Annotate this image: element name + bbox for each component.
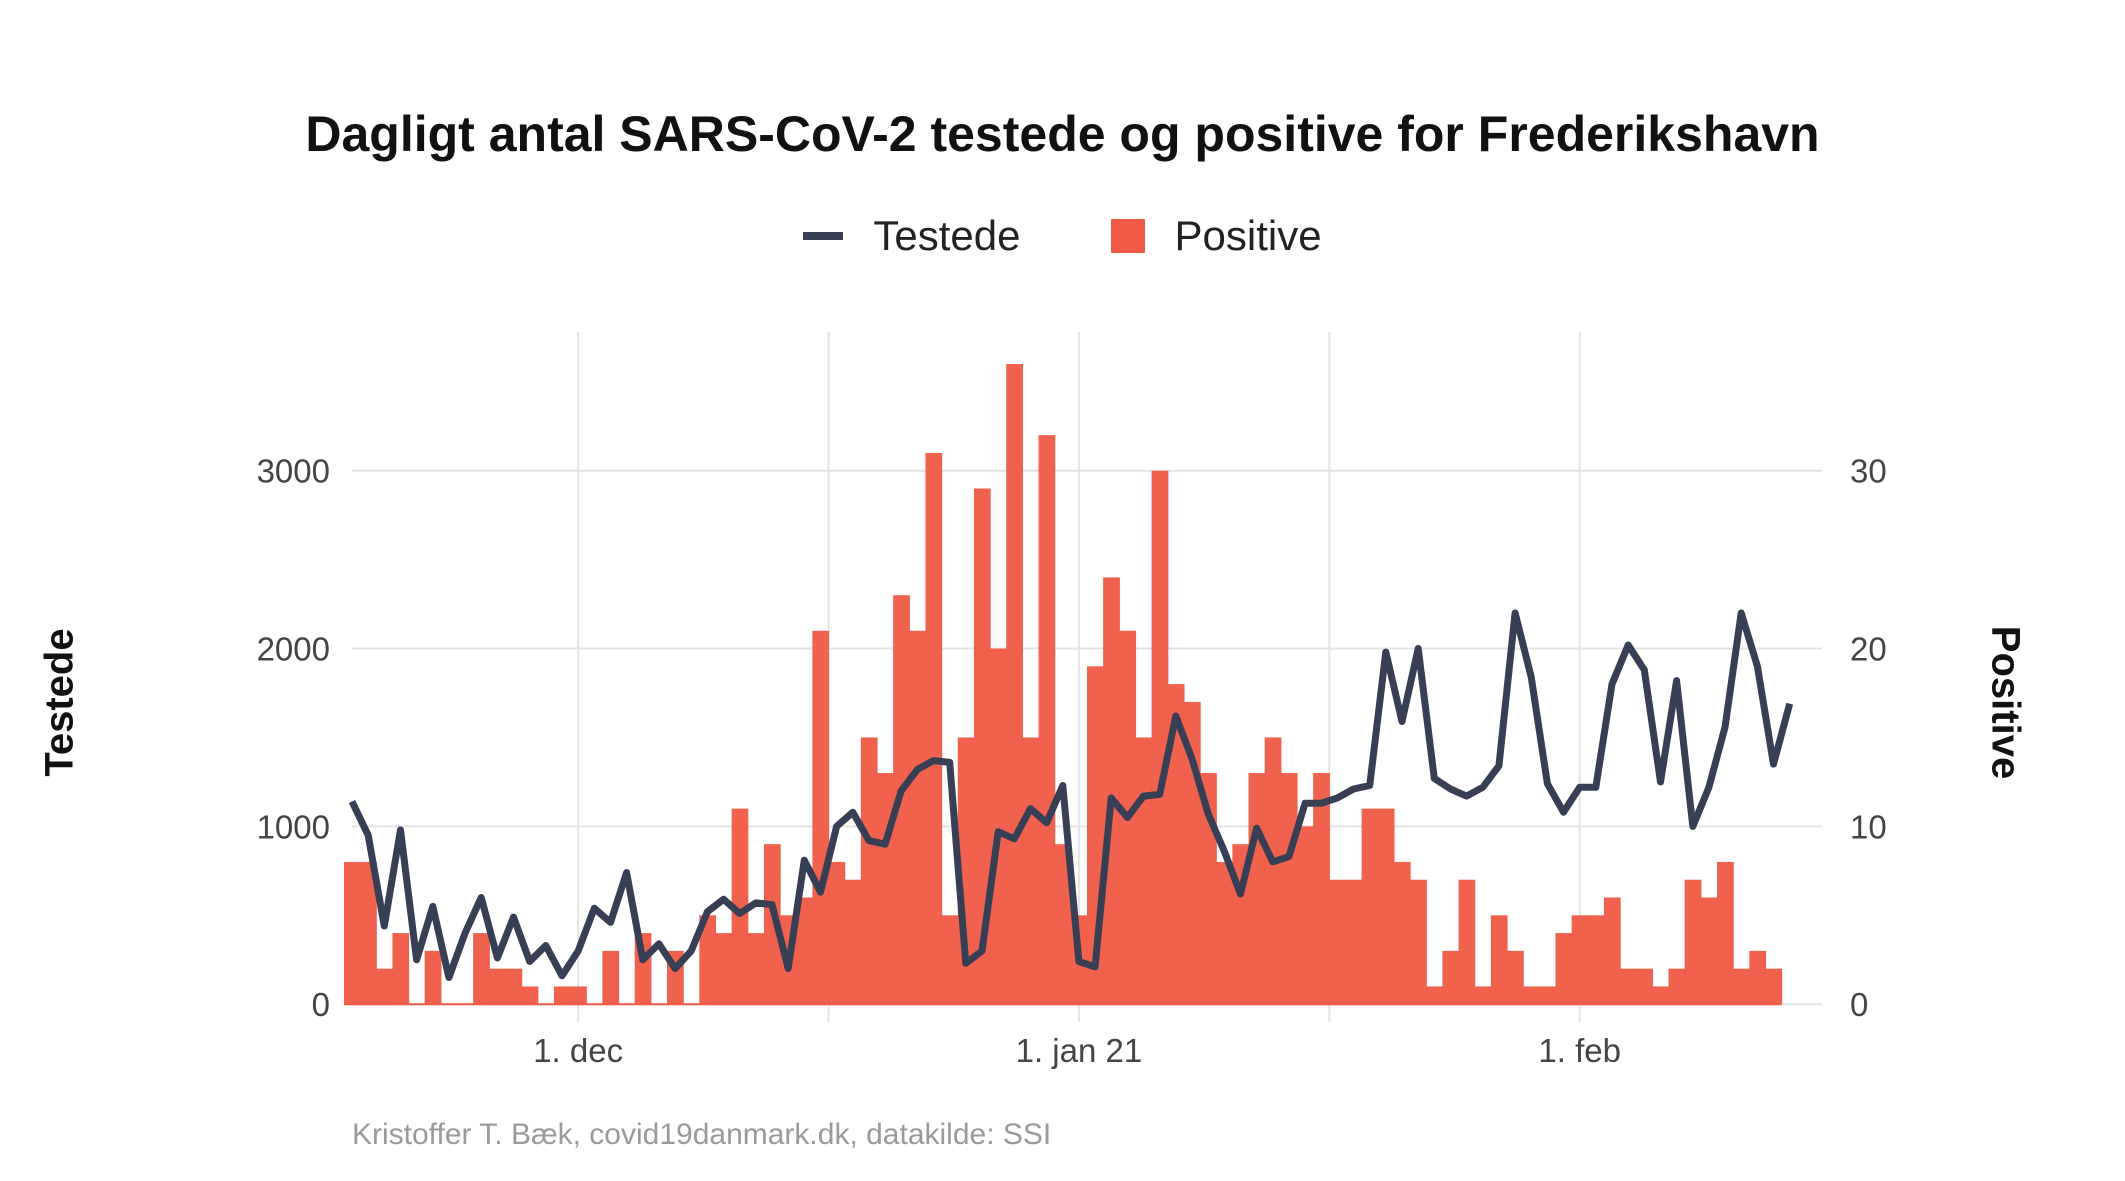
positive-bar: [1410, 879, 1427, 1005]
positive-bar: [1264, 737, 1282, 1005]
positive-bar: [828, 861, 846, 1005]
positive-bar: [1733, 968, 1750, 1005]
positive-bar: [990, 648, 1007, 1005]
positive-bar: [505, 968, 523, 1005]
x-tick-label: 1. jan 21: [1016, 1032, 1143, 1069]
positive-bar: [1620, 968, 1637, 1005]
positive-bar: [1216, 861, 1233, 1005]
axis-ticks: 0 0 1000 10 2000 20 3000 30 1. dec 1. jan 21 1. fe…: [257, 453, 1887, 1069]
positive-bar: [1393, 861, 1411, 1005]
positive-bar: [1377, 808, 1395, 1005]
y-tick-label-left: 0: [312, 986, 330, 1023]
positive-bar: [1167, 684, 1185, 1005]
positive-bar: [1587, 915, 1605, 1005]
positive-bar: [699, 915, 717, 1005]
positive-bar: [1313, 773, 1330, 1005]
legend-label-testede: Testede: [873, 212, 1021, 259]
positive-bar: [553, 986, 571, 1005]
positive-bar: [812, 630, 830, 1005]
positive-bar: [1571, 915, 1589, 1005]
positive-bar: [602, 950, 620, 1005]
positive-bar: [1458, 879, 1476, 1005]
positive-bar: [1717, 861, 1734, 1005]
positive-bar: [844, 879, 862, 1005]
positive-bar: [941, 915, 959, 1005]
positive-bar: [1361, 808, 1379, 1005]
positive-bar: [376, 968, 393, 1005]
positive-bar: [1603, 897, 1621, 1005]
positive-bar: [731, 808, 749, 1005]
positive-bar: [1523, 986, 1540, 1005]
positive-bar: [1555, 933, 1573, 1005]
positive-bars: [343, 364, 1783, 1006]
y-tick-label-left: 3000: [257, 453, 330, 490]
positive-bar: [1507, 950, 1524, 1005]
positive-bar: [1749, 950, 1767, 1005]
x-tick-label: 1. feb: [1538, 1032, 1621, 1069]
positive-bar: [570, 986, 587, 1005]
positive-bar: [1700, 897, 1718, 1005]
positive-bar: [473, 933, 490, 1005]
y-tick-label-right: 10: [1850, 808, 1887, 845]
positive-bar: [1426, 986, 1443, 1005]
y-tick-label-left: 1000: [257, 808, 330, 845]
testede-line: [348, 609, 1794, 981]
positive-bar: [1006, 364, 1023, 1005]
y-tick-label-right: 30: [1850, 453, 1887, 490]
y-tick-label-right: 20: [1850, 631, 1887, 668]
positive-bar: [1345, 879, 1363, 1005]
positive-bar: [1652, 986, 1670, 1005]
legend: Testede Positive: [0, 212, 2125, 260]
positive-bar: [1135, 737, 1153, 1005]
y-tick-label-left: 2000: [257, 631, 330, 668]
x-tick-label: 1. dec: [533, 1032, 623, 1069]
positive-bar: [1151, 470, 1169, 1005]
positive-bar: [343, 861, 361, 1005]
legend-item-positive: Positive: [1110, 212, 1322, 260]
positive-bar: [1038, 435, 1056, 1005]
positive-bar: [1765, 968, 1783, 1005]
positive-bar: [1668, 968, 1686, 1005]
positive-bar: [925, 452, 943, 1005]
positive-bar: [796, 897, 813, 1005]
positive-bar: [860, 737, 878, 1005]
positive-bar: [1490, 915, 1508, 1005]
legend-item-testede: Testede: [803, 212, 1021, 260]
positive-bar: [909, 630, 927, 1005]
positive-bar: [1474, 986, 1492, 1005]
positive-bar: [1539, 986, 1557, 1005]
positive-bar: [1442, 950, 1460, 1005]
positive-bar: [763, 844, 781, 1005]
testede-series-line: [348, 609, 1794, 981]
positive-bar: [360, 861, 377, 1005]
legend-line-swatch: [803, 232, 844, 240]
positive-bar: [1248, 773, 1266, 1005]
positive-bar: [715, 933, 733, 1005]
y-tick-label-right: 0: [1850, 986, 1868, 1023]
positive-bar: [1297, 826, 1314, 1005]
positive-bar: [392, 933, 410, 1005]
positive-bar: [1636, 968, 1653, 1005]
positive-bar: [1280, 773, 1298, 1005]
positive-bar: [747, 933, 765, 1005]
caption: Kristoffer T. Bæk, covid19danmark.dk, da…: [352, 1118, 1052, 1151]
positive-bar: [489, 968, 507, 1005]
positive-bar: [1329, 879, 1347, 1005]
chart-title: Dagligt antal SARS-CoV-2 testede og posi…: [305, 106, 1820, 162]
legend-bar-swatch: [1110, 219, 1145, 253]
positive-bar: [521, 986, 539, 1005]
positive-bar: [424, 950, 442, 1005]
positive-bar: [1054, 844, 1072, 1005]
positive-bar: [877, 773, 894, 1005]
positive-bar: [1684, 879, 1702, 1005]
positive-bar: [1022, 737, 1040, 1005]
legend-label-positive: Positive: [1174, 212, 1322, 259]
positive-bar: [973, 488, 991, 1005]
positive-bar: [1103, 577, 1120, 1005]
